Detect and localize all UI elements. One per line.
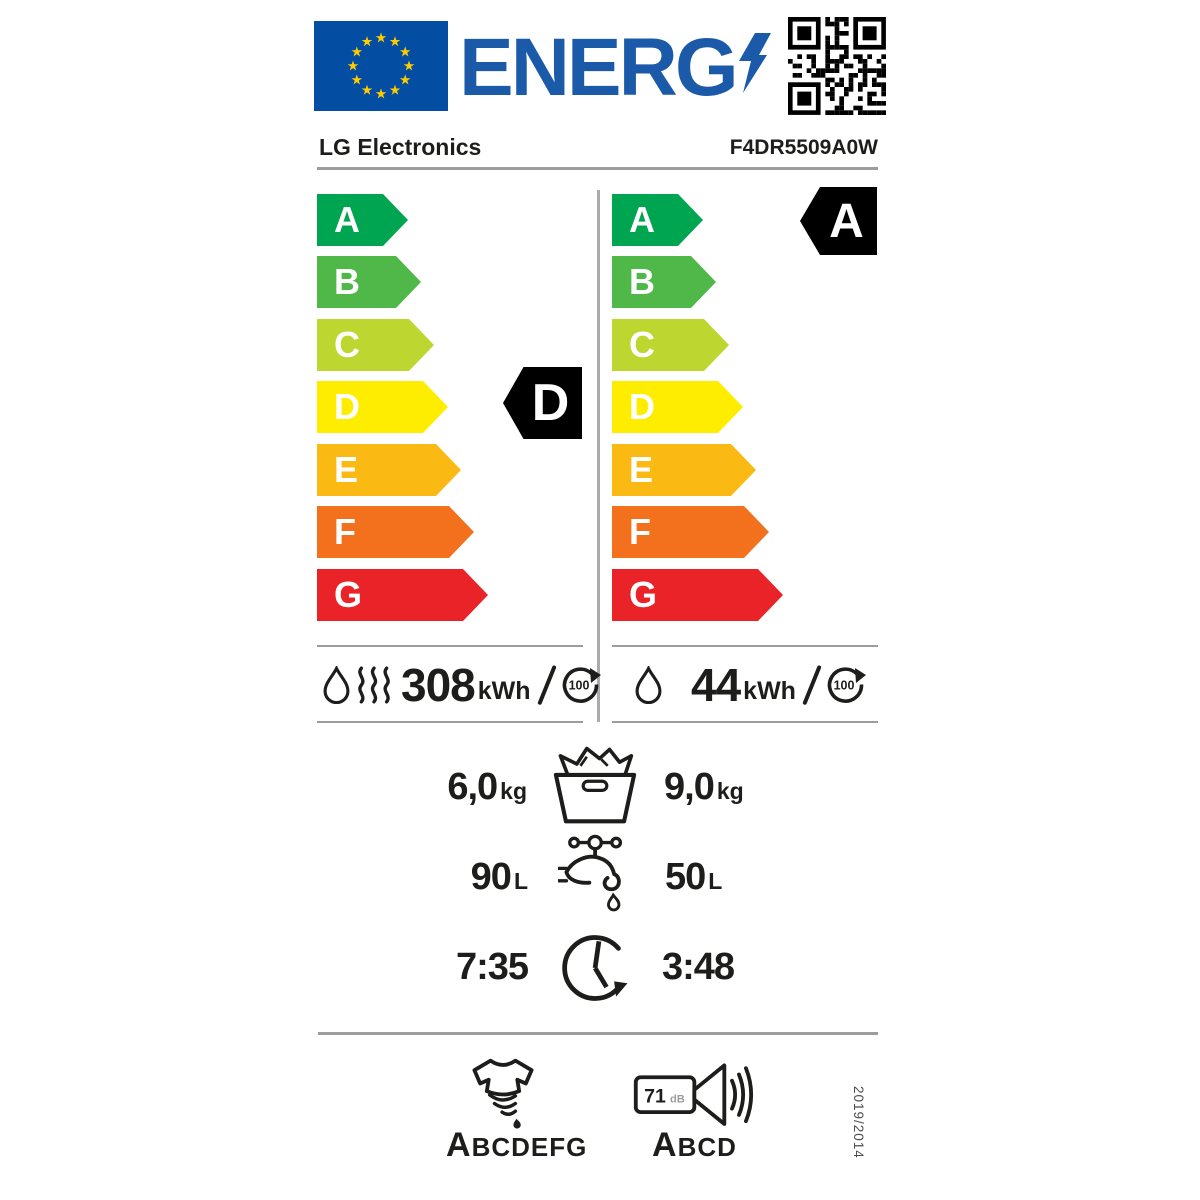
spin-grade: A <box>446 1126 472 1164</box>
arrow-grade-a: A <box>317 194 408 246</box>
class-letter: D <box>531 374 570 432</box>
spin-dry-efficiency-icon <box>472 1058 534 1129</box>
per-100-cycles-icon: 100 <box>828 667 867 703</box>
noise-speaker-icon: 71 dB <box>633 1063 754 1126</box>
class-indicator-washing-cycle: A <box>800 187 877 255</box>
grade-letter: E <box>629 449 654 490</box>
grade-letter: F <box>334 511 356 552</box>
eu-flag <box>314 21 448 111</box>
bottom-divider <box>318 1032 878 1035</box>
water-unit: L <box>708 868 723 894</box>
energy-wordmark: ENERG <box>459 22 739 113</box>
spin-scale-rest: BCDEFG <box>471 1132 588 1162</box>
capacity-value: 6,0 <box>447 766 498 808</box>
grade-letter: B <box>334 261 360 302</box>
water-drop-icon <box>635 666 662 704</box>
lightning-bolt-icon <box>739 33 771 93</box>
duration-value: 7:35 <box>455 946 529 988</box>
per-100-cycles-icon: 100 <box>562 667 602 703</box>
arrow-grade-c: C <box>317 319 434 371</box>
arrow-grade-g: G <box>317 569 488 621</box>
class-letter: A <box>829 194 864 248</box>
arrow-grade-f: F <box>317 506 474 558</box>
water-washing: 50 L <box>665 856 722 899</box>
capacity-complete: 6,0 kg <box>447 766 527 809</box>
grade-letter: D <box>629 386 655 427</box>
svg-text:100: 100 <box>569 679 590 693</box>
capacity-unit: kg <box>716 778 744 804</box>
cycle-duration-clock-icon <box>562 935 628 1001</box>
svg-text:71: 71 <box>644 1085 666 1107</box>
brand-name: LG Electronics <box>319 134 482 160</box>
noise-class-scale: A BCD <box>652 1126 737 1165</box>
grade-letter: G <box>334 574 363 615</box>
grade-letter: A <box>334 199 360 240</box>
arrow-grade-d: D <box>317 381 448 433</box>
duration-value: 3:48 <box>662 946 735 988</box>
duration-washing: 3:48 <box>662 946 735 989</box>
capacity-value: 9,0 <box>664 766 715 808</box>
grade-letter: B <box>629 261 655 302</box>
laundry-basket-icon <box>553 746 637 824</box>
arrow-grade-c: C <box>612 319 729 371</box>
model-number: F4DR5509A0W <box>729 136 878 159</box>
per-slash <box>802 664 822 706</box>
arrow-grade-d: D <box>612 381 743 433</box>
arrow-grade-b: B <box>317 256 421 308</box>
svg-text:100: 100 <box>834 679 855 693</box>
energy-value: 308 <box>401 659 476 711</box>
arrow-grade-e: E <box>317 444 461 496</box>
kwh-line-bottom-right <box>612 721 878 723</box>
arrow-grade-a: A <box>612 194 703 246</box>
header-divider <box>317 167 878 170</box>
grade-letter: A <box>629 199 655 240</box>
noise-grade: A <box>652 1126 678 1164</box>
water-drop-icon <box>323 666 350 704</box>
eu-stars <box>347 32 415 99</box>
water-tap-icon <box>558 834 623 912</box>
arrow-grade-f: F <box>612 506 769 558</box>
arrow-grade-e: E <box>612 444 756 496</box>
arrow-grade-b: B <box>612 256 716 308</box>
regulation-number: 2019/2014 <box>851 1086 866 1159</box>
water-unit: L <box>513 868 528 894</box>
spin-class-scale: A BCDEFG <box>446 1126 587 1165</box>
energy-value: 44 <box>691 659 741 711</box>
kwh-line-top-left <box>317 645 583 647</box>
per-slash <box>536 664 556 706</box>
capacity-washing: 9,0 kg <box>664 766 744 809</box>
energy-consumption-washing: 44 kWh 100 <box>634 660 867 710</box>
grade-letter: F <box>629 511 651 552</box>
kwh-line-top-right <box>612 645 878 647</box>
qr-code <box>788 17 886 115</box>
energy-consumption-complete: 308 kWh 100 <box>322 660 602 710</box>
column-divider <box>597 190 600 722</box>
water-complete: 90 L <box>471 856 528 899</box>
qr-finder-patterns <box>788 17 886 115</box>
class-indicator-complete-cycle: D <box>503 367 582 439</box>
grade-letter: G <box>629 574 658 615</box>
grade-letter: E <box>334 449 359 490</box>
grade-letter: C <box>334 324 360 365</box>
water-value: 50 <box>665 856 706 898</box>
heat-waves-icon <box>358 666 390 704</box>
energy-unit: kWh <box>477 677 531 705</box>
duration-complete: 7:35 <box>455 946 529 989</box>
svg-text:dB: dB <box>670 1093 685 1105</box>
grade-letter: C <box>629 324 655 365</box>
grade-letter: D <box>334 386 360 427</box>
capacity-unit: kg <box>500 778 527 804</box>
arrow-grade-g: G <box>612 569 783 621</box>
energy-unit: kWh <box>743 677 796 705</box>
noise-scale-rest: BCD <box>677 1132 737 1162</box>
water-value: 90 <box>470 856 512 898</box>
kwh-line-bottom-left <box>317 721 583 723</box>
